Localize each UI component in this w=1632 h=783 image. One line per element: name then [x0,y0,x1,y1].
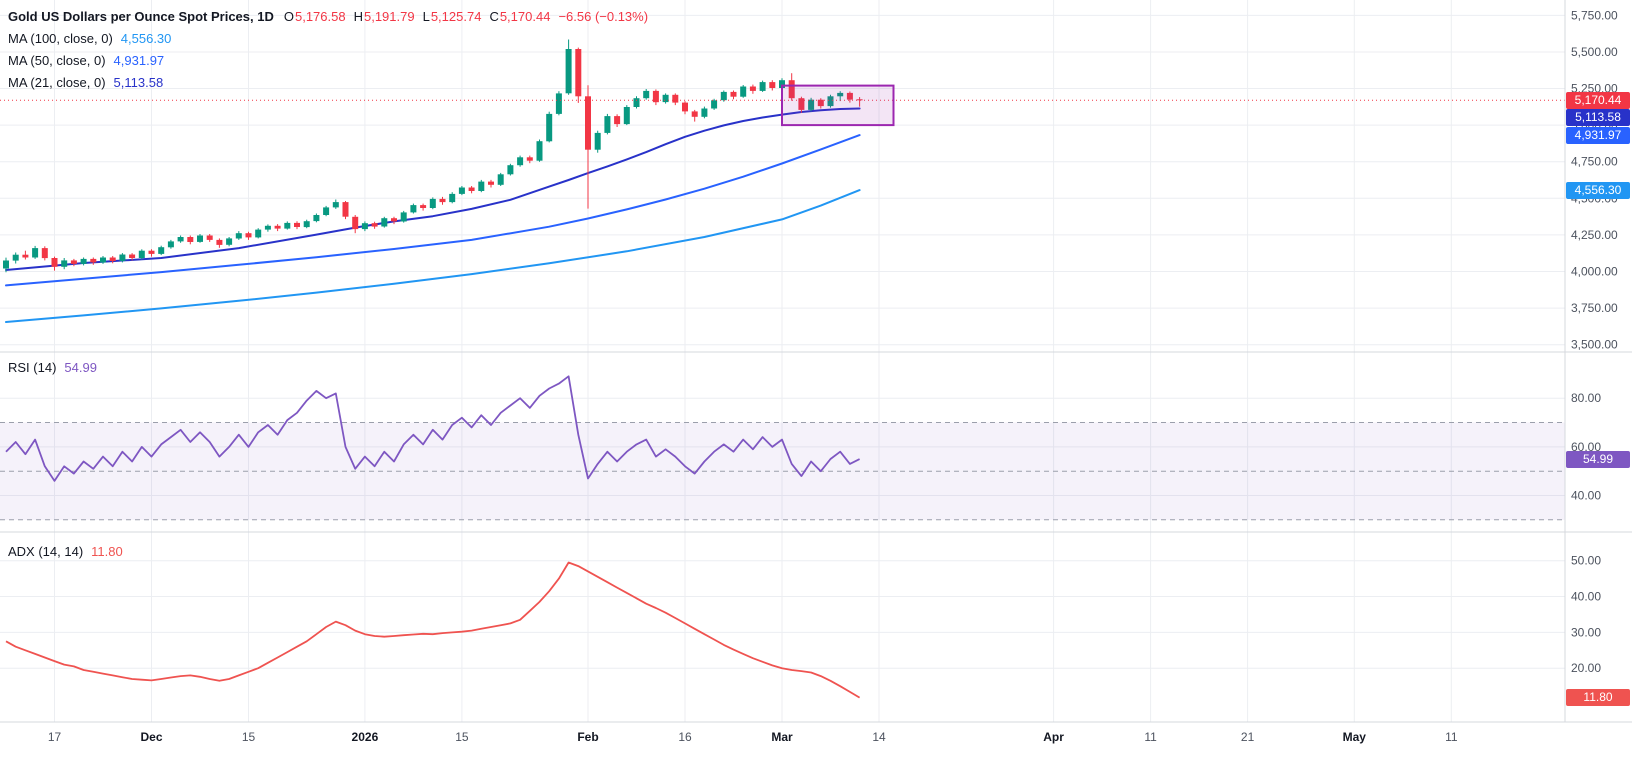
svg-text:Dec: Dec [140,730,162,744]
svg-text:17: 17 [48,730,62,744]
svg-text:80.00: 80.00 [1571,391,1601,405]
low-value: 5,125.74 [430,8,482,24]
ma100-line[interactable] [5,189,861,323]
ma100-price-badge: 4,556.30 [1566,181,1630,199]
svg-text:21: 21 [1241,730,1255,744]
rsi-line[interactable] [5,375,860,482]
time-axis-strip[interactable] [0,722,1632,783]
adx-value: 11.80 [91,544,123,559]
legend: Gold US Dollars per Ounce Spot Prices, 1… [8,5,648,93]
adx-label: ADX (14, 14) [8,544,84,559]
svg-text:15: 15 [455,730,469,744]
candle-series[interactable] [3,39,863,273]
svg-text:16: 16 [678,730,692,744]
low-label: L [422,8,430,24]
svg-text:40.00: 40.00 [1571,590,1601,604]
drawing-rectangle[interactable] [781,84,895,127]
change-value: −6.56 (−0.13%) [558,8,649,24]
ma21-value: 5,113.58 [113,74,164,90]
close-value: 5,170.44 [499,8,551,24]
svg-text:60.00: 60.00 [1571,440,1601,454]
adx-line[interactable] [5,561,861,699]
ma100-legend-row[interactable]: MA (100, close, 0) 4,556.30 [8,27,648,49]
svg-text:40.00: 40.00 [1571,489,1601,503]
svg-text:3,500.00: 3,500.00 [1571,338,1618,352]
svg-text:4,000.00: 4,000.00 [1571,265,1618,279]
rsi-legend-row[interactable]: RSI (14) 54.99 [8,360,97,375]
svg-text:15: 15 [242,730,256,744]
svg-text:4,750.00: 4,750.00 [1571,155,1618,169]
high-label: H [353,8,363,24]
ma21-label: MA (21, close, 0) [8,74,106,90]
svg-text:2026: 2026 [352,730,379,744]
ma50-legend-row[interactable]: MA (50, close, 0) 4,931.97 [8,49,648,71]
svg-text:11: 11 [1144,730,1157,744]
ma21-legend-row[interactable]: MA (21, close, 0) 5,113.58 [8,71,648,93]
pane-dividers [0,0,1632,723]
rsi-value: 54.99 [64,360,97,375]
svg-text:11: 11 [1445,730,1458,744]
ma21-line[interactable] [5,107,861,271]
adx-legend-row[interactable]: ADX (14, 14) 11.80 [8,544,123,559]
high-value: 5,191.79 [363,8,415,24]
svg-text:5,750.00: 5,750.00 [1571,8,1618,22]
svg-text:Feb: Feb [577,730,598,744]
rsi-label: RSI (14) [8,360,57,375]
ma50-label: MA (50, close, 0) [8,52,106,68]
svg-text:3,750.00: 3,750.00 [1571,301,1618,315]
svg-text:30.00: 30.00 [1571,625,1601,639]
svg-text:May: May [1343,730,1367,744]
time-axis-labels: 17 Dec 15 2026 15 Feb 16 Mar 14 Apr 11 21 May 11 [48,730,1458,744]
svg-text:Apr: Apr [1043,730,1064,744]
ma50-price-badge: 4,931.97 [1566,126,1630,144]
ma50-value: 4,931.97 [113,52,165,68]
symbol-title: Gold US Dollars per Ounce Spot Prices, 1… [8,8,274,24]
ma50-line[interactable] [5,134,861,287]
rsi-band [0,422,1565,520]
price-axis-labels: 5,750.005,500.005,250.005,000.004,750.00… [1571,8,1618,675]
adx-value-badge: 11.80 [1566,689,1630,707]
ma100-value: 4,556.30 [120,30,172,46]
svg-text:50.00: 50.00 [1571,554,1601,568]
svg-text:5,500.00: 5,500.00 [1571,45,1618,59]
open-label: O [283,8,294,24]
svg-text:20.00: 20.00 [1571,661,1601,675]
ma100-label: MA (100, close, 0) [8,30,113,46]
last-price-badge: 5,170.44 [1566,91,1630,109]
symbol-legend-row[interactable]: Gold US Dollars per Ounce Spot Prices, 1… [8,5,648,27]
rsi-value-badge: 54.99 [1566,450,1630,468]
close-label: C [489,8,499,24]
svg-text:Mar: Mar [771,730,793,744]
ma21-price-badge: 5,113.58 [1566,108,1630,126]
open-value: 5,176.58 [294,8,346,24]
svg-text:14: 14 [872,730,886,744]
svg-text:4,250.00: 4,250.00 [1571,228,1618,242]
